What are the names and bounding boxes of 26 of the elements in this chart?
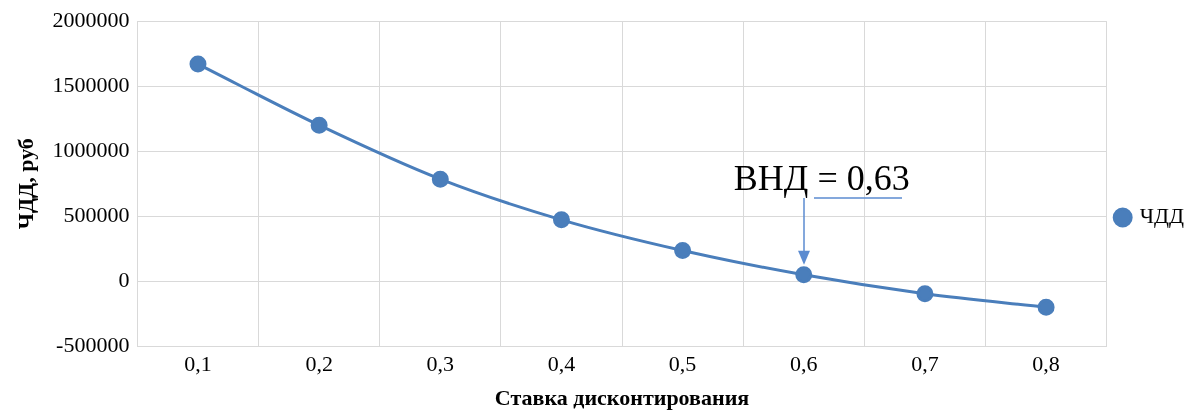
point	[916, 285, 934, 303]
x-axis-title: Ставка дисконтирования	[494, 385, 750, 411]
y-tick-label: -500000	[56, 331, 130, 357]
x-tick-label: 0,1	[184, 351, 212, 377]
point	[674, 242, 692, 260]
x-tick-label: 0,5	[668, 351, 697, 377]
legend-label: ЧДД	[1139, 203, 1184, 229]
point	[1037, 298, 1055, 316]
y-axis-title: ЧДД, руб	[12, 138, 38, 230]
x-tick-label: 0,8	[1032, 351, 1060, 377]
point	[431, 170, 449, 188]
x-tick-label: 0,4	[547, 351, 576, 377]
y-tick-label: 2000000	[52, 6, 130, 32]
x-tick-label: 0,6	[790, 351, 818, 377]
x-tick-label: 0,7	[911, 351, 939, 377]
point	[310, 116, 328, 134]
point	[795, 266, 813, 284]
x-tick-label: 0,2	[305, 351, 333, 377]
y-tick-label: 1500000	[52, 71, 130, 97]
point	[552, 211, 570, 229]
y-tick-label: 0	[118, 266, 130, 292]
annotation: ВНД = 0,63	[733, 158, 910, 199]
point	[189, 55, 207, 73]
y-tick-label: 1000000	[52, 136, 130, 162]
x-tick-label: 0,3	[426, 351, 455, 377]
y-tick-label: 500000	[63, 201, 130, 227]
